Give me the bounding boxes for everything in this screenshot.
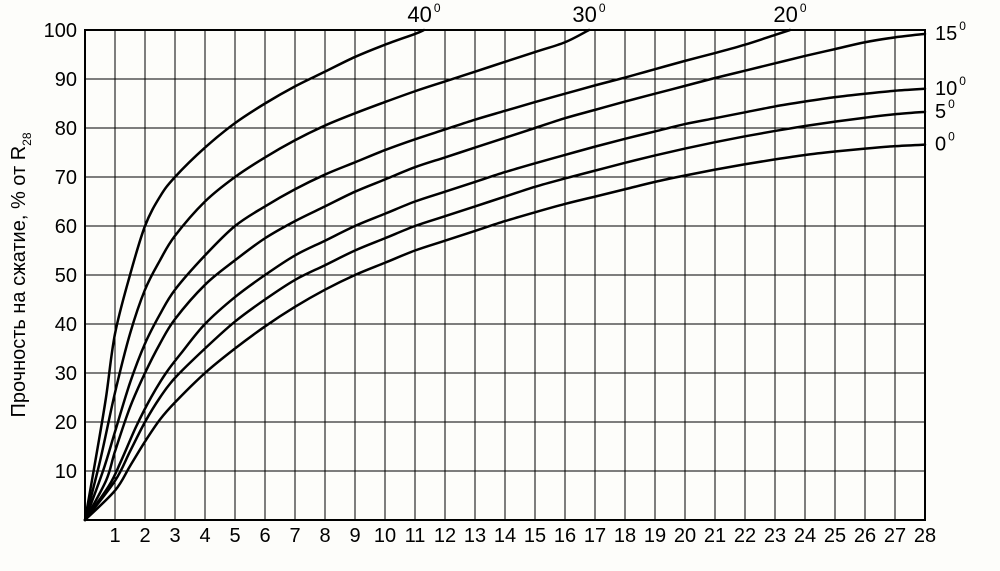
x-tick: 27 <box>884 525 906 547</box>
y-tick: 90 <box>55 69 77 91</box>
y-tick: 70 <box>55 167 77 189</box>
x-tick: 6 <box>259 525 270 547</box>
y-tick: 40 <box>55 314 77 336</box>
x-tick: 11 <box>405 525 426 547</box>
x-tick: 19 <box>644 525 666 547</box>
x-tick: 5 <box>229 525 240 547</box>
x-tick: 16 <box>554 525 576 547</box>
y-tick: 20 <box>55 412 77 434</box>
x-tick: 21 <box>704 525 726 547</box>
y-tick: 30 <box>55 363 77 385</box>
y-tick: 10 <box>55 461 77 483</box>
strength-curves-chart: Прочность на сжатие, % от R28 1234567891… <box>0 0 1000 571</box>
x-tick: 26 <box>854 525 876 547</box>
x-tick: 17 <box>584 525 606 547</box>
x-tick: 10 <box>374 525 396 547</box>
x-tick: 24 <box>794 525 816 547</box>
x-tick: 2 <box>139 525 150 547</box>
y-tick: 50 <box>55 265 77 287</box>
x-tick: 23 <box>764 525 786 547</box>
x-tick: 18 <box>614 525 636 547</box>
y-tick: 80 <box>55 118 77 140</box>
x-tick: 4 <box>199 525 210 547</box>
x-tick: 3 <box>169 525 180 547</box>
y-tick: 100 <box>44 20 77 42</box>
y-tick: 60 <box>55 216 77 238</box>
x-tick: 14 <box>494 525 516 547</box>
x-tick: 20 <box>674 525 696 547</box>
x-tick: 8 <box>319 525 330 547</box>
x-tick: 25 <box>824 525 846 547</box>
x-tick: 22 <box>734 525 756 547</box>
x-tick: 1 <box>109 525 120 547</box>
x-tick: 12 <box>434 525 456 547</box>
x-tick: 28 <box>914 525 936 547</box>
x-tick: 7 <box>289 525 300 547</box>
x-tick: 13 <box>464 525 486 547</box>
x-tick: 15 <box>524 525 546 547</box>
x-tick: 9 <box>349 525 360 547</box>
